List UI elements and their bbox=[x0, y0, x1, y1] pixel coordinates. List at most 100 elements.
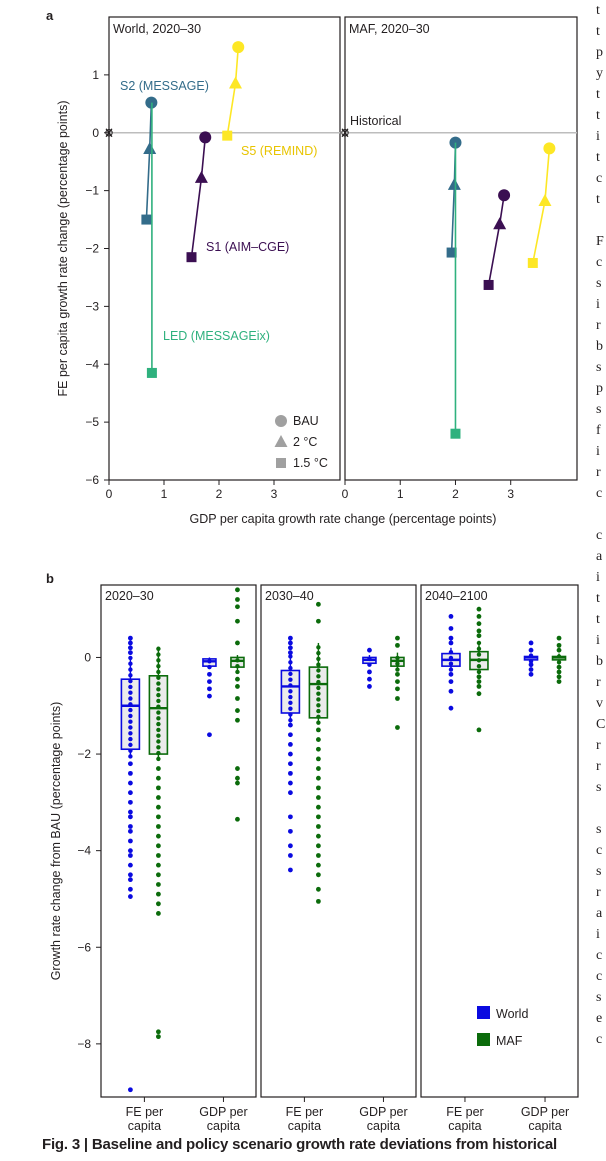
data-point bbox=[448, 667, 454, 672]
data-point bbox=[156, 646, 161, 651]
outlier-point bbox=[316, 843, 321, 849]
data-point bbox=[476, 652, 482, 657]
outlier-point bbox=[127, 645, 133, 651]
outlier-point bbox=[127, 640, 133, 646]
outlier-point bbox=[528, 662, 534, 668]
outlier-point bbox=[156, 766, 161, 771]
outlier-point bbox=[288, 751, 293, 757]
outlier-point bbox=[127, 799, 133, 805]
data-point bbox=[141, 214, 152, 225]
box-world bbox=[120, 635, 141, 1093]
side-text-char: t bbox=[596, 24, 600, 39]
data-point bbox=[156, 745, 161, 750]
data-point bbox=[316, 662, 321, 667]
data-point bbox=[128, 742, 133, 748]
legend-marker bbox=[275, 415, 287, 427]
data-point bbox=[395, 667, 400, 672]
outlier-point bbox=[156, 872, 161, 878]
side-text-char: t bbox=[596, 87, 600, 102]
outlier-point bbox=[235, 696, 240, 701]
outlier-point bbox=[127, 770, 133, 776]
panel-a-x-tick-label: 1 bbox=[397, 487, 404, 501]
panel-a-facet-title: MAF, 2020–30 bbox=[349, 22, 430, 36]
side-text-char: s bbox=[596, 990, 602, 1005]
data-point bbox=[235, 658, 240, 663]
outlier-point bbox=[127, 848, 133, 854]
side-text-char: c bbox=[596, 486, 603, 501]
data-point bbox=[156, 739, 161, 744]
outlier-point bbox=[288, 650, 293, 656]
outlier-point bbox=[127, 824, 133, 829]
panel-a-y-tick-label: −5 bbox=[85, 415, 99, 429]
figure-caption: Fig. 3 | Baseline and policy scenario gr… bbox=[42, 1136, 557, 1153]
outlier-point bbox=[288, 770, 293, 776]
panel-b-x-tick-label: capita bbox=[448, 1119, 481, 1133]
outlier-point bbox=[448, 635, 454, 641]
data-point bbox=[128, 748, 133, 753]
outlier-point bbox=[316, 601, 321, 607]
data-point bbox=[476, 658, 482, 663]
side-text-char: s bbox=[596, 360, 602, 375]
outlier-point bbox=[288, 867, 293, 873]
data-point bbox=[288, 718, 293, 723]
outlier-point bbox=[127, 853, 133, 858]
outlier-point bbox=[448, 688, 454, 694]
data-point bbox=[128, 661, 133, 666]
legend-label: MAF bbox=[496, 1034, 523, 1048]
data-point bbox=[288, 700, 293, 706]
panel-a-facet-1: World, 2020–30 0 1 2 3 bbox=[105, 16, 341, 501]
outlier-point bbox=[395, 635, 400, 641]
outlier-point bbox=[476, 633, 482, 639]
data-point bbox=[156, 663, 161, 669]
outlier-point bbox=[448, 640, 454, 646]
outlier-point bbox=[316, 886, 321, 892]
data-point bbox=[316, 656, 321, 662]
data-point bbox=[448, 655, 454, 661]
panel-b-facet-frame bbox=[420, 584, 579, 1098]
legend-swatch bbox=[477, 1006, 490, 1019]
outlier-point bbox=[288, 722, 293, 728]
side-text-char: r bbox=[596, 885, 601, 900]
data-point bbox=[128, 696, 133, 701]
outlier-point bbox=[316, 746, 321, 752]
data-point bbox=[448, 661, 454, 666]
side-text-char: i bbox=[596, 444, 600, 459]
data-point bbox=[128, 719, 133, 724]
outlier-point bbox=[127, 828, 133, 834]
panel-a-facet-frame bbox=[108, 16, 341, 481]
outlier-point bbox=[127, 838, 133, 844]
data-point bbox=[367, 656, 372, 662]
outlier-point bbox=[476, 684, 482, 689]
outlier-point bbox=[127, 872, 133, 878]
side-text-char: f bbox=[596, 423, 601, 438]
data-point bbox=[395, 655, 400, 661]
outlier-point bbox=[395, 671, 400, 677]
outlier-point bbox=[235, 604, 240, 610]
data-point bbox=[316, 697, 321, 702]
panel-b-y-tick-label: −2 bbox=[77, 747, 91, 761]
outlier-point bbox=[448, 705, 454, 711]
outlier-point bbox=[448, 671, 454, 677]
box-world bbox=[523, 640, 539, 677]
outlier-point bbox=[127, 635, 133, 641]
outlier-point bbox=[395, 696, 400, 701]
data-point bbox=[128, 707, 133, 713]
data-point bbox=[288, 706, 293, 711]
outlier-point bbox=[288, 645, 293, 651]
panel-a-y-tick-label: −2 bbox=[85, 242, 99, 256]
side-text-char: e bbox=[596, 1011, 603, 1026]
outlier-point bbox=[476, 628, 482, 634]
data-point bbox=[316, 703, 321, 708]
panel-b-y-axis: −8 −6 −4 −2 0 bbox=[77, 650, 101, 1051]
box-world bbox=[202, 657, 217, 738]
panel-a-x-tick-label: 0 bbox=[106, 487, 113, 501]
panel-b-facet-title: 2020–30 bbox=[105, 589, 154, 603]
data-point bbox=[316, 691, 321, 696]
historical-label: Historical bbox=[350, 114, 401, 128]
outlier-point bbox=[156, 882, 161, 887]
panel-b-legend: World MAF bbox=[477, 1006, 528, 1048]
outlier-point bbox=[127, 790, 133, 796]
data-point bbox=[146, 367, 157, 378]
outlier-point bbox=[156, 824, 161, 829]
